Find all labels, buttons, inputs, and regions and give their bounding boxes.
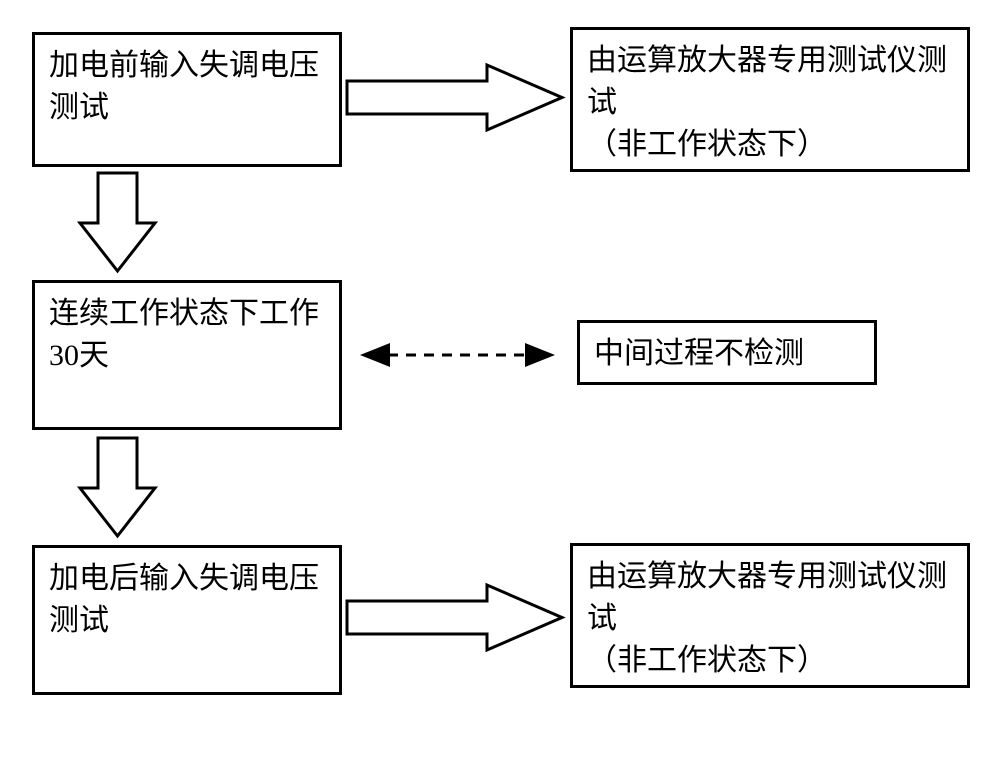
node-top-left-label: 加电前输入失调电压测试 xyxy=(49,45,325,129)
node-top-right: 由运算放大器专用测试仪测试 （非工作状态下） xyxy=(570,27,970,172)
arrow-bot-left-to-bot-right xyxy=(347,585,562,650)
node-bot-right: 由运算放大器专用测试仪测试 （非工作状态下） xyxy=(570,543,970,688)
node-mid-right: 中间过程不检测 xyxy=(577,320,877,385)
node-bot-left: 加电后输入失调电压测试 xyxy=(32,545,342,695)
node-mid-right-label: 中间过程不检测 xyxy=(594,333,804,375)
node-top-left: 加电前输入失调电压测试 xyxy=(32,32,342,167)
arrow-mid-left-to-bot-left xyxy=(80,438,155,536)
arrow-top-left-to-top-right xyxy=(347,65,562,130)
node-mid-left-label: 连续工作状态下工作30天 xyxy=(49,293,325,377)
node-bot-left-label: 加电后输入失调电压测试 xyxy=(49,558,325,642)
node-bot-right-label: 由运算放大器专用测试仪测试 （非工作状态下） xyxy=(587,556,953,682)
arrow-top-left-to-mid-left xyxy=(80,173,155,271)
arrow-mid-double-dashed xyxy=(360,340,555,370)
node-mid-left: 连续工作状态下工作30天 xyxy=(32,280,342,430)
node-top-right-label: 由运算放大器专用测试仪测试 （非工作状态下） xyxy=(587,40,953,166)
